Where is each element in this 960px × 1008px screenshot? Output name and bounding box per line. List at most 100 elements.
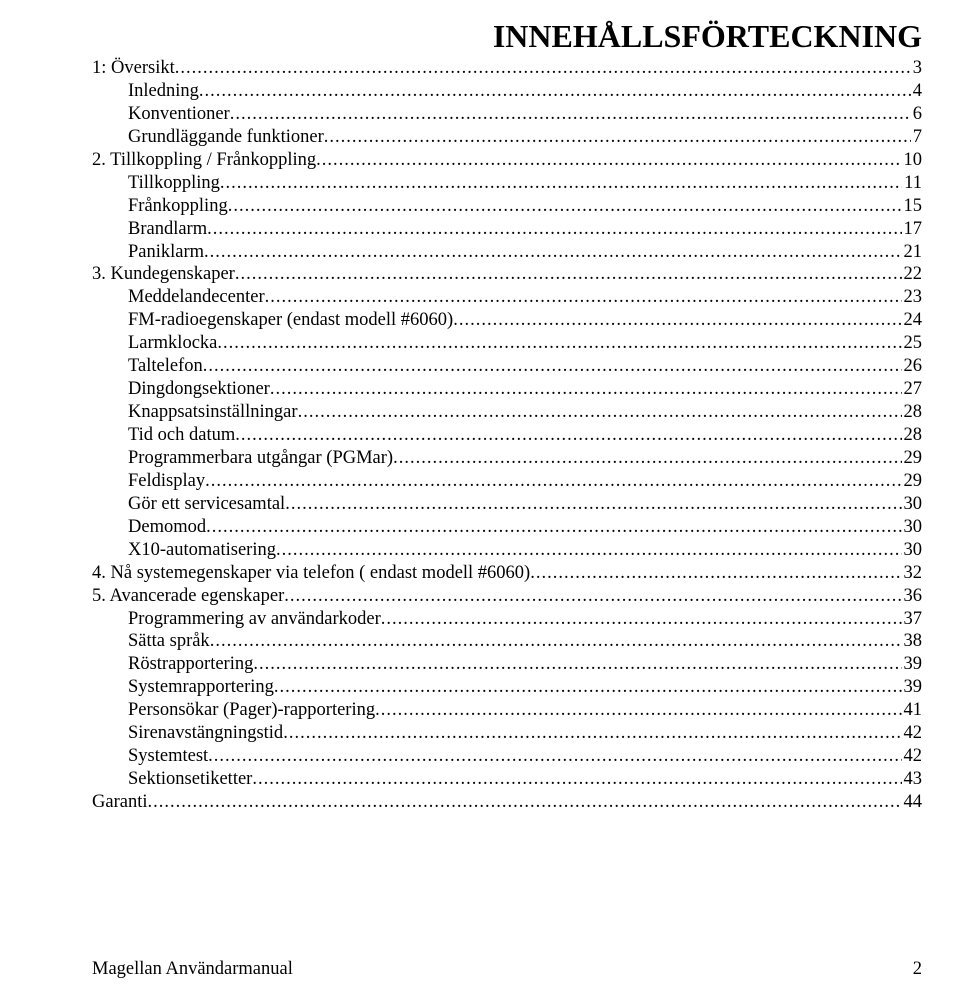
- toc-entry-page: 41: [902, 699, 923, 722]
- toc-entry-page: 15: [902, 195, 923, 218]
- toc-entry-label: Sätta språk: [128, 630, 210, 653]
- toc-entry-label: Meddelandecenter: [128, 286, 265, 309]
- page-title: INNEHÅLLSFÖRTECKNING: [92, 18, 922, 55]
- toc-entry: Dingdongsektioner27: [92, 378, 922, 401]
- toc-entry-page: 23: [902, 286, 923, 309]
- toc-entry-label: 5. Avancerade egenskaper: [92, 585, 284, 608]
- toc-entry: 1: Översikt3: [92, 57, 922, 80]
- toc-entry-page: 26: [902, 355, 923, 378]
- toc-leader-dots: [283, 722, 901, 745]
- toc-entry: Inledning4: [92, 80, 922, 103]
- toc-entry: Feldisplay29: [92, 470, 922, 493]
- toc-entry-page: 30: [902, 539, 923, 562]
- toc-entry-page: 11: [902, 172, 922, 195]
- toc-entry-label: Demomod: [128, 516, 206, 539]
- toc-leader-dots: [230, 103, 911, 126]
- toc-entry-label: X10-automatisering: [128, 539, 276, 562]
- toc-entry-page: 37: [902, 608, 923, 631]
- toc-leader-dots: [393, 447, 901, 470]
- toc-entry-page: 32: [902, 562, 923, 585]
- toc-leader-dots: [270, 378, 902, 401]
- toc-entry: Paniklarm 21: [92, 241, 922, 264]
- toc-leader-dots: [253, 653, 901, 676]
- toc-leader-dots: [208, 745, 901, 768]
- footer-doc-title: Magellan Användarmanual: [92, 959, 293, 980]
- toc-entry-page: 28: [902, 424, 923, 447]
- toc-entry: X10-automatisering 30: [92, 539, 922, 562]
- toc-entry: Taltelefon 26: [92, 355, 922, 378]
- toc-entry-label: Taltelefon: [128, 355, 203, 378]
- toc-entry-label: 2. Tillkoppling / Frånkoppling: [92, 149, 316, 172]
- toc-entry-label: Personsökar (Pager)-rapportering: [128, 699, 375, 722]
- toc-entry-page: 22: [902, 263, 923, 286]
- toc-entry-label: Programmering av användarkoder: [128, 608, 381, 631]
- toc-entry-label: Paniklarm: [128, 241, 204, 264]
- toc-entry-page: 38: [902, 630, 923, 653]
- toc-entry-page: 21: [902, 241, 923, 264]
- toc-leader-dots: [530, 562, 901, 585]
- toc-leader-dots: [175, 57, 911, 80]
- toc-leader-dots: [265, 286, 902, 309]
- toc-entry-page: 44: [902, 791, 923, 814]
- toc-entry-page: 30: [902, 516, 923, 539]
- toc-leader-dots: [206, 516, 901, 539]
- toc-entry: FM-radioegenskaper (endast modell #6060)…: [92, 309, 922, 332]
- toc-leader-dots: [324, 126, 911, 149]
- toc-entry-page: 42: [902, 722, 923, 745]
- toc-entry-label: Larmklocka: [128, 332, 217, 355]
- toc-entry: Knappsatsinställningar28: [92, 401, 922, 424]
- toc-entry-page: 39: [902, 676, 923, 699]
- toc-entry-label: Tid och datum: [128, 424, 235, 447]
- toc-entry: Programmering av användarkoder 37: [92, 608, 922, 631]
- toc-leader-dots: [235, 424, 901, 447]
- toc-entry-page: 28: [902, 401, 923, 424]
- toc-entry: Tid och datum 28: [92, 424, 922, 447]
- toc-entry: Meddelandecenter 23: [92, 286, 922, 309]
- toc-entry: Personsökar (Pager)-rapportering 41: [92, 699, 922, 722]
- toc-entry-page: 39: [902, 653, 923, 676]
- toc-leader-dots: [274, 676, 902, 699]
- toc-entry: Tillkoppling 11: [92, 172, 922, 195]
- toc-entry-page: 43: [902, 768, 923, 791]
- toc-entry: Systemrapportering 39: [92, 676, 922, 699]
- toc-leader-dots: [235, 263, 902, 286]
- page-footer: Magellan Användarmanual 2: [92, 959, 922, 980]
- toc-leader-dots: [204, 241, 901, 264]
- toc-leader-dots: [453, 309, 901, 332]
- toc-leader-dots: [147, 791, 901, 814]
- toc-entry-label: Systemrapportering: [128, 676, 274, 699]
- toc-entry: 3. Kundegenskaper22: [92, 263, 922, 286]
- toc-entry: Systemtest 42: [92, 745, 922, 768]
- toc-leader-dots: [205, 470, 901, 493]
- toc-leader-dots: [210, 630, 902, 653]
- toc-leader-dots: [285, 493, 901, 516]
- toc-entry: Konventioner6: [92, 103, 922, 126]
- toc-entry: Sätta språk 38: [92, 630, 922, 653]
- toc-leader-dots: [228, 195, 902, 218]
- toc-entry: Frånkoppling15: [92, 195, 922, 218]
- toc-entry-label: Systemtest: [128, 745, 208, 768]
- toc-leader-dots: [375, 699, 901, 722]
- toc-entry-label: Inledning: [128, 80, 199, 103]
- toc-entry-page: 29: [902, 470, 923, 493]
- page-container: INNEHÅLLSFÖRTECKNING 1: Översikt3Inledni…: [0, 0, 960, 1008]
- toc-leader-dots: [207, 218, 901, 241]
- toc-entry-page: 42: [902, 745, 923, 768]
- toc-entry-page: 29: [902, 447, 923, 470]
- toc-entry-label: FM-radioegenskaper (endast modell #6060): [128, 309, 453, 332]
- toc-entry: 4. Nå systemegenskaper via telefon ( end…: [92, 562, 922, 585]
- toc-leader-dots: [316, 149, 901, 172]
- toc-entry-label: Tillkoppling: [128, 172, 220, 195]
- toc-entry-page: 7: [911, 126, 922, 149]
- toc-leader-dots: [276, 539, 902, 562]
- toc-leader-dots: [298, 401, 902, 424]
- toc-entry: Röstrapportering 39: [92, 653, 922, 676]
- toc-entry-label: Programmerbara utgångar (PGMar): [128, 447, 393, 470]
- toc-entry-label: Röstrapportering: [128, 653, 253, 676]
- toc-entry-label: 1: Översikt: [92, 57, 175, 80]
- toc-entry-label: Sektionsetiketter: [128, 768, 252, 791]
- toc-entry: Garanti44: [92, 791, 922, 814]
- toc-entry-page: 17: [902, 218, 923, 241]
- toc-entry: Gör ett servicesamtal30: [92, 493, 922, 516]
- toc-entry-label: Brandlarm: [128, 218, 207, 241]
